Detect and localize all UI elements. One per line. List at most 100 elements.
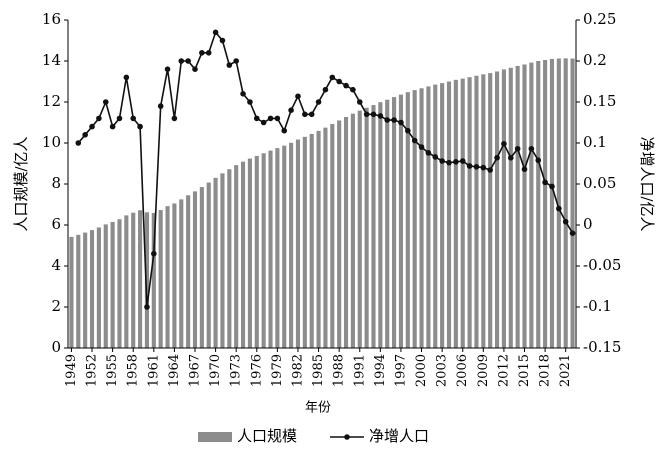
line-point [535,157,542,164]
line-point [75,140,82,146]
bar [543,59,548,348]
bar [350,113,355,348]
line-point [205,50,212,56]
y2-tick-label: -0.1 [583,297,612,315]
line-point [82,132,88,138]
line-point [329,74,336,81]
line-point [102,99,109,105]
line-point [446,159,452,166]
line-point [212,29,219,36]
bar [172,203,177,348]
line-point [521,166,528,173]
x-tick-label: 1985 [311,354,326,387]
line-point [370,111,377,118]
line-point [199,50,205,56]
bar [398,94,404,349]
line-point [157,103,164,109]
bar [144,212,150,348]
x-tick-label: 2003 [435,354,450,387]
x-tick-label: 1997 [393,354,408,387]
y-tick-label: 10 [42,133,61,151]
bar [302,136,307,348]
x-tick-label: 1988 [332,354,347,387]
line-point [137,123,143,130]
bar [138,210,143,348]
x-tick-label: 1952 [85,354,100,387]
line-point [350,86,356,93]
line-point [247,99,253,105]
x-tick-label: 2000 [414,354,429,387]
bar [275,148,280,348]
line-point [501,141,507,147]
bar [446,81,452,348]
line-point [123,74,130,81]
line-point [542,179,548,186]
bar [220,173,225,348]
line-point [89,123,95,130]
bar [234,165,239,348]
bar [405,92,410,348]
x-tick-label: 1955 [105,354,120,387]
y2-tick-label: 0.25 [583,10,616,28]
line-point [164,66,171,72]
line-point [192,66,198,72]
bar [131,212,136,348]
bar [124,215,129,348]
bar [316,130,321,348]
line-point [363,111,370,118]
bar [289,142,294,348]
bar [158,210,163,348]
line-point [281,127,288,134]
bar [494,71,500,348]
line-point [336,78,342,85]
y-tick-label: 6 [51,215,61,233]
line-point [219,37,226,44]
bar [282,145,287,348]
bar [69,236,74,348]
line-point [260,119,267,126]
line-point [253,115,260,122]
bar [103,224,108,348]
y2-tick-label: 0.2 [583,51,607,69]
bar [501,69,506,348]
line-point [398,119,404,126]
line-point [425,150,432,156]
bar [254,155,259,348]
bar [213,177,218,348]
bar [227,169,232,348]
x-axis-title: 年份 [305,401,331,416]
line-point [507,154,514,161]
x-tick-label: 1964 [167,354,182,387]
line-point [569,230,576,236]
x-tick-label: 1982 [290,354,305,387]
y2-tick-label: 0.1 [583,133,607,151]
legend-swatch [198,432,232,442]
legend-swatch [344,434,350,440]
line-point [178,58,185,64]
bar [268,150,273,348]
bar [343,116,349,348]
line-point [439,158,445,164]
line-point [391,117,397,123]
bar [474,75,479,348]
y2-tick-label: -0.15 [583,338,621,356]
bar [179,199,184,348]
y2-tick-label: 0.05 [583,174,616,192]
line-point [377,113,384,119]
bar [371,105,376,348]
line-point [144,304,150,310]
line-point [411,137,418,144]
line-point [556,205,562,212]
x-tick-label: 2018 [538,354,553,387]
bar [151,212,156,348]
x-tick-label: 2021 [558,354,573,387]
x-tick-label: 1967 [188,354,203,387]
line-point [240,91,246,97]
bar [261,153,266,348]
y-tick-label: 12 [42,92,61,110]
line-point [322,86,329,93]
bar [392,97,397,348]
line-point [96,115,102,122]
line-point [315,99,322,105]
y-tick-label: 0 [51,338,61,356]
